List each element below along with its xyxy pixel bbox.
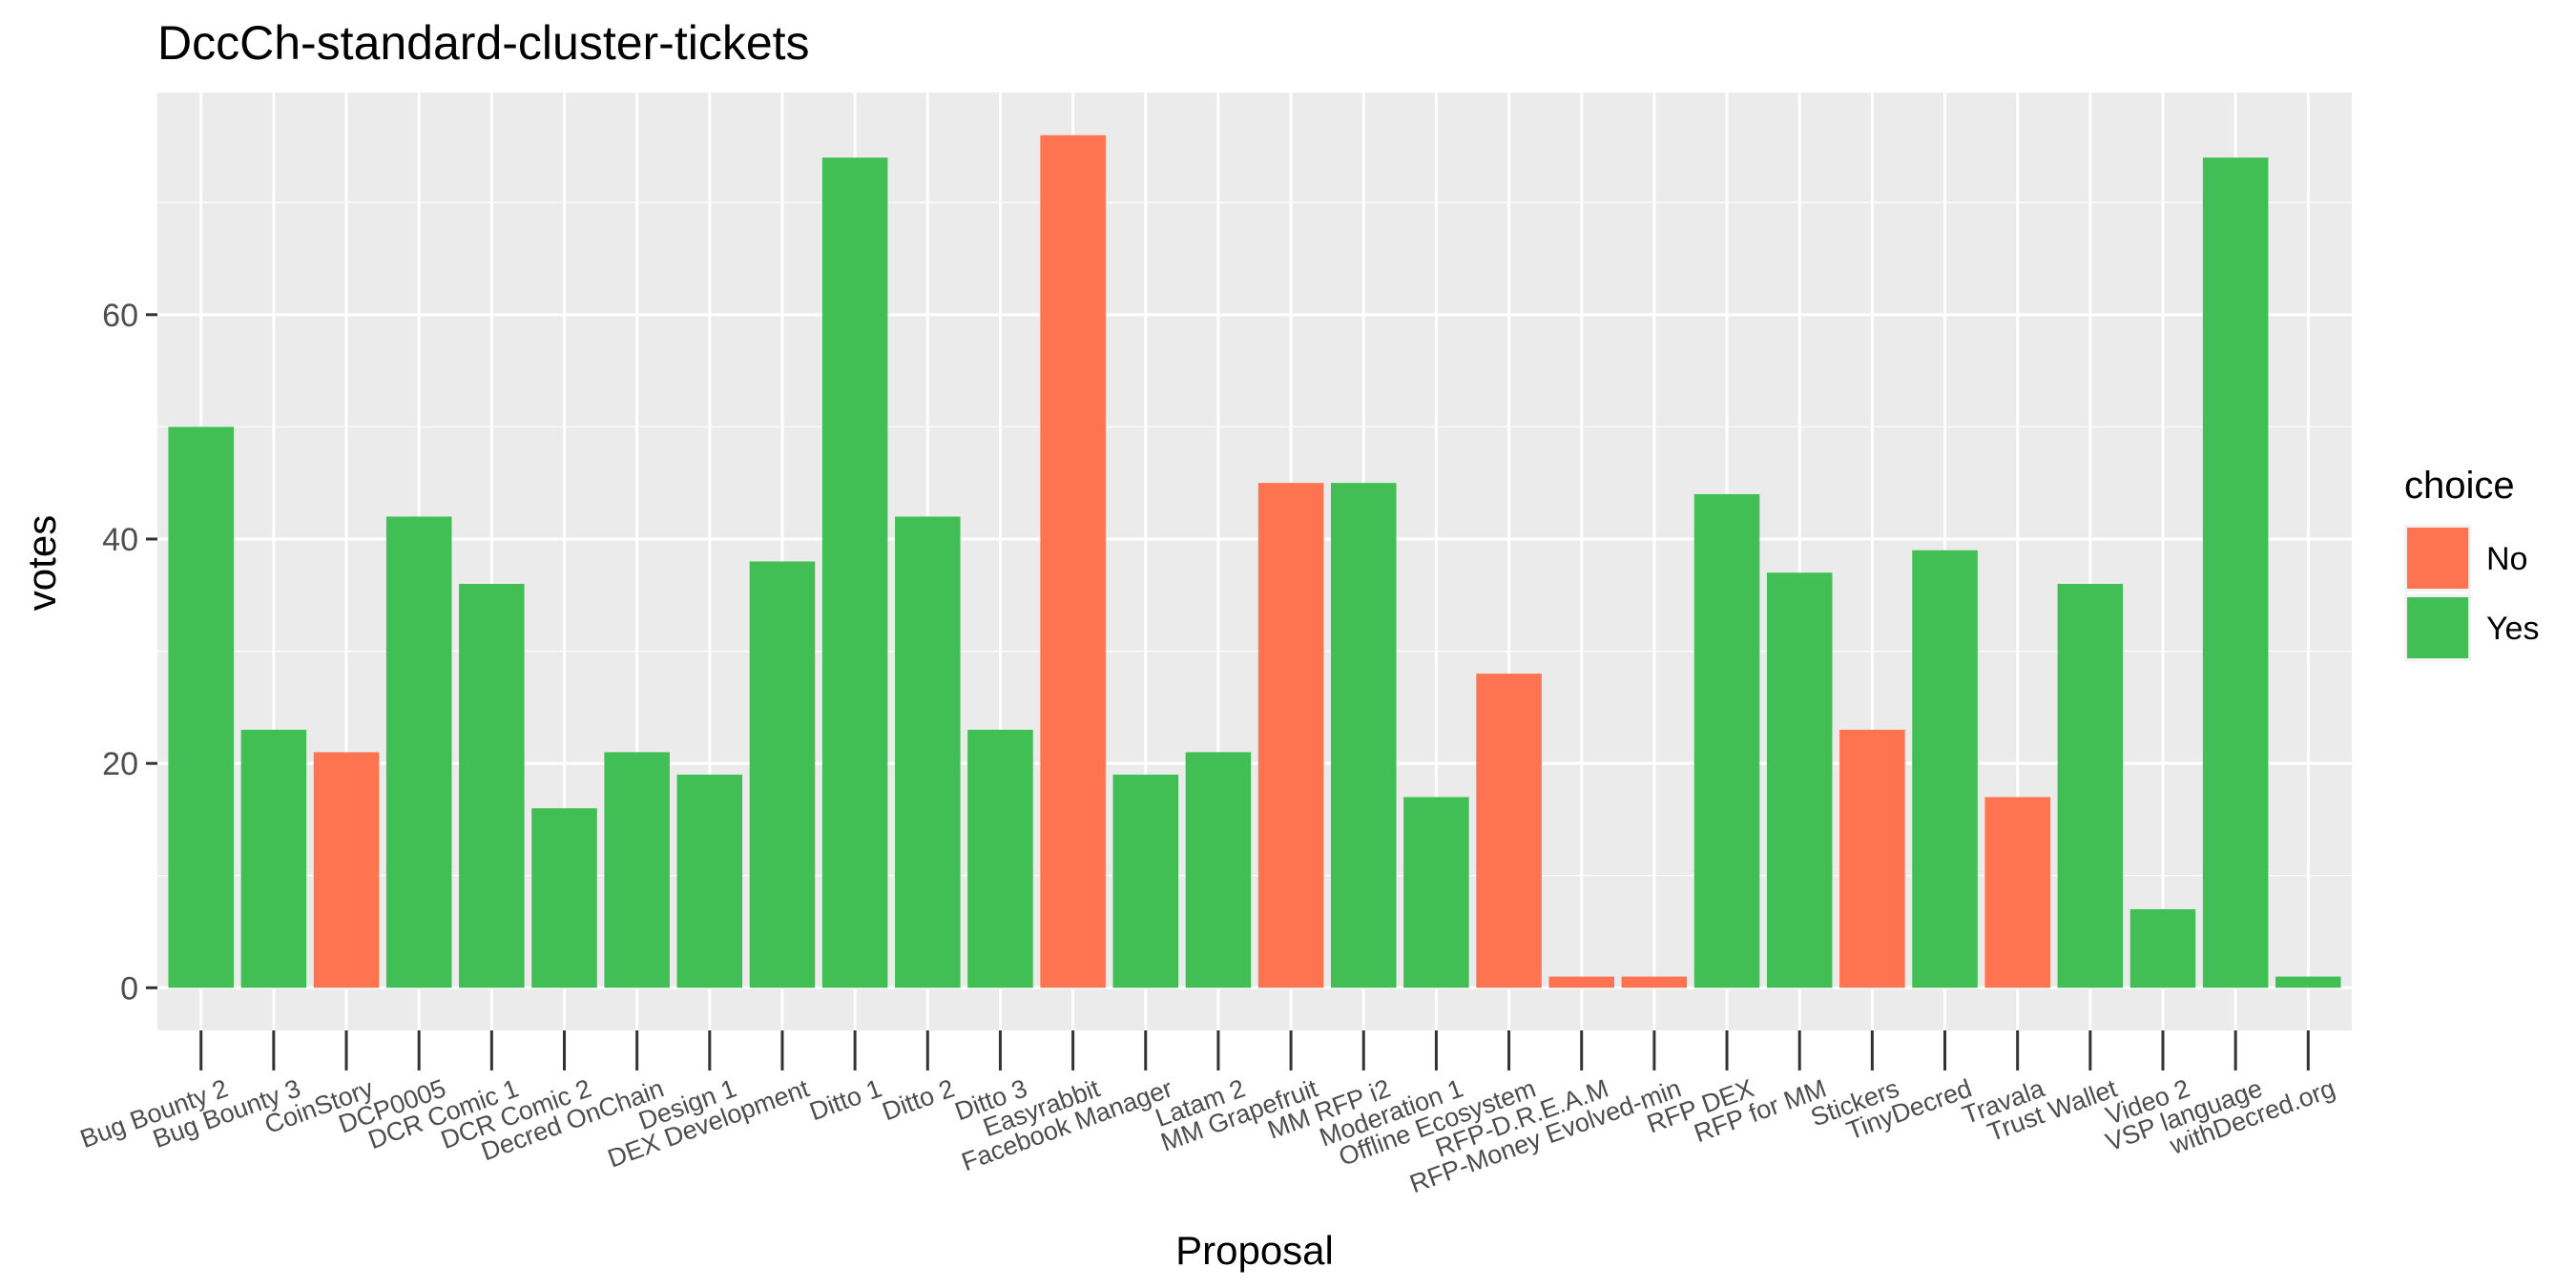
bar — [1912, 550, 1978, 988]
y-tick-label: 0 — [120, 970, 138, 1007]
chart-title: DccCh-standard-cluster-tickets — [157, 16, 810, 70]
y-tick-label: 40 — [102, 522, 138, 558]
bar — [2275, 976, 2341, 988]
legend-swatch — [2407, 528, 2468, 589]
legend-label: No — [2486, 541, 2527, 577]
bar — [1040, 135, 1106, 988]
bar — [895, 516, 961, 988]
bar — [385, 516, 452, 988]
legend-label: Yes — [2486, 611, 2539, 647]
bar — [1548, 976, 1614, 988]
y-tick-label: 60 — [102, 298, 138, 334]
bar — [1330, 483, 1397, 988]
bar — [1112, 774, 1179, 988]
bar — [1185, 752, 1252, 988]
bar — [1403, 797, 1469, 988]
bar — [313, 752, 380, 988]
bar — [1766, 572, 1833, 988]
bars — [168, 135, 2341, 988]
bar — [821, 157, 888, 988]
bar — [2057, 584, 2124, 988]
y-tick-label: 20 — [102, 746, 138, 782]
bar — [240, 729, 307, 988]
bar — [1984, 797, 2050, 988]
bar — [1839, 729, 1905, 988]
x-axis-title: Proposal — [1175, 1228, 1334, 1273]
bar — [1693, 493, 1760, 988]
bar — [2202, 157, 2269, 988]
bar — [604, 752, 670, 988]
legend-swatch — [2407, 597, 2468, 658]
y-axis: 0 20 40 60 — [102, 298, 157, 1007]
bar — [459, 584, 525, 988]
bar — [1257, 483, 1324, 988]
y-axis-title: votes — [19, 515, 64, 611]
legend: choice No Yes — [2404, 465, 2539, 661]
bar — [676, 774, 743, 988]
bar — [749, 561, 816, 988]
bar — [967, 729, 1033, 988]
bar — [531, 808, 597, 988]
bar — [1621, 976, 1688, 988]
bar — [2129, 909, 2196, 988]
bar — [1476, 674, 1542, 988]
legend-title: choice — [2404, 465, 2515, 507]
x-tick-label: Ditto 2 — [879, 1073, 959, 1126]
bar — [168, 426, 234, 988]
x-tick-label: Ditto 1 — [806, 1073, 886, 1126]
